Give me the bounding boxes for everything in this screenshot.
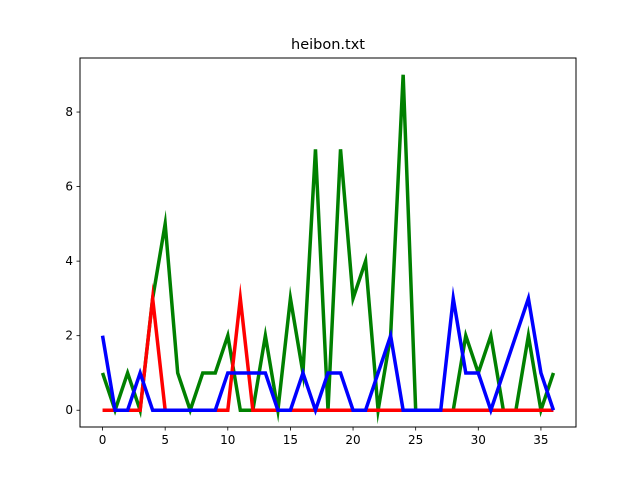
chart-title: heibon.txt — [291, 37, 365, 53]
y-tick-label: 0 — [65, 403, 73, 417]
x-tick-label: 5 — [161, 433, 169, 447]
x-tick-label: 0 — [99, 433, 107, 447]
y-tick-label: 2 — [65, 329, 73, 343]
y-tick-label: 8 — [65, 105, 73, 119]
x-tick-label: 35 — [533, 433, 548, 447]
plot-frame — [79, 57, 577, 428]
x-tick-label: 15 — [283, 433, 298, 447]
y-tick-label: 6 — [65, 180, 73, 194]
y-tick-label: 4 — [65, 254, 73, 268]
x-tick-label: 10 — [220, 433, 235, 447]
x-tick-label: 30 — [471, 433, 486, 447]
series-line-3 — [100, 285, 556, 416]
y-axis: 0 2 4 6 8 — [65, 105, 80, 417]
x-tick-label: 20 — [345, 433, 360, 447]
x-tick-label: 25 — [408, 433, 423, 447]
series-layer — [100, 74, 556, 425]
x-axis: 0 5 10 15 20 25 30 35 — [99, 427, 549, 447]
